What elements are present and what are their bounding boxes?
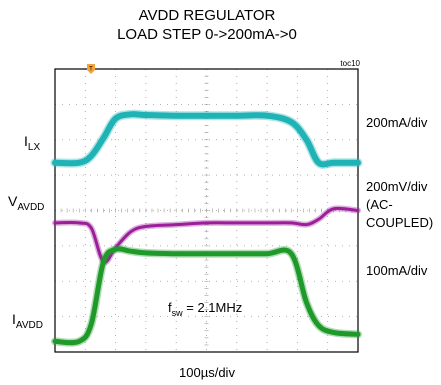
channel-label-sub: AVDD xyxy=(16,320,43,331)
trigger-marker-label: T xyxy=(89,67,93,73)
scale-note-line: (AC- xyxy=(366,197,393,212)
chart-title-line-2: LOAD STEP 0->200mA->0 xyxy=(117,26,297,43)
channel-label-sub: LX xyxy=(28,142,41,153)
channel-label-i-avdd: IAVDD xyxy=(12,311,43,331)
figure-id: toc10 xyxy=(340,59,360,68)
trace-i-avdd xyxy=(52,246,361,346)
scale-labels: 200mA/div 200mV/div (AC- COUPLED) 100mA/div xyxy=(366,115,433,278)
channel-label-main: I xyxy=(24,133,28,149)
annotation-fsw-main: f xyxy=(168,300,172,315)
channel-label-v-avdd: VAVDD xyxy=(8,193,44,213)
annotation-fsw: fsw = 2.1MHz xyxy=(168,300,242,318)
scale-label-v-avdd: 200mV/div xyxy=(366,179,428,194)
channel-label-main: V xyxy=(8,193,18,209)
trace-i-lx xyxy=(52,111,361,168)
trace-v-avdd xyxy=(53,206,360,264)
scale-label-i-lx: 200mA/div xyxy=(366,115,428,130)
trace-layer xyxy=(50,109,363,347)
scale-note-line: COUPLED) xyxy=(366,215,433,230)
channel-label-sub: AVDD xyxy=(17,202,44,213)
x-scale-label: 100µs/div xyxy=(179,365,235,380)
scale-label-i-avdd: 100mA/div xyxy=(366,263,428,278)
channel-label-i-lx: ILX xyxy=(24,133,40,153)
channel-label-main: I xyxy=(12,311,16,327)
chart-title-line-1: AVDD REGULATOR xyxy=(139,7,276,24)
trigger-marker: T xyxy=(87,64,95,74)
annotation-fsw-value: = 2.1MHz xyxy=(183,300,243,315)
annotation-fsw-sub: sw xyxy=(172,308,184,318)
